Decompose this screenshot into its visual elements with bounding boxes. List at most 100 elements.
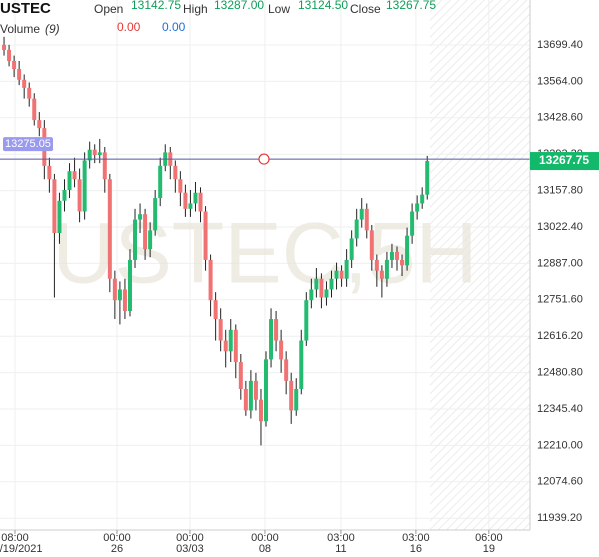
candle-body (243, 388, 248, 411)
close-value: 13267.75 (386, 0, 436, 12)
candle-body (87, 149, 92, 161)
volume-period: (9) (45, 22, 60, 36)
candle-body (344, 259, 349, 279)
candle-body (67, 171, 72, 191)
candle-body (138, 214, 143, 220)
candle-body (198, 192, 203, 212)
candle-body (193, 192, 198, 204)
axes: 13699.4013564.0013428.6013293.2013157.80… (0, 39, 599, 555)
x-tick-label: 19 (483, 543, 495, 555)
x-tick-label: 08:00 (1, 532, 29, 544)
y-tick-label: 13022.40 (537, 221, 583, 233)
candle-body (188, 203, 193, 209)
x-tick-label: 03:00 (327, 532, 355, 544)
candle-body (334, 270, 339, 279)
last-price-bg (530, 152, 599, 171)
candle-body (127, 259, 132, 311)
y-tick-label: 12210.00 (537, 439, 583, 451)
candle-body (2, 44, 7, 50)
candle-body (364, 208, 369, 231)
candle-body (158, 165, 163, 199)
candle-body (32, 98, 37, 121)
y-tick-label: 13157.80 (537, 185, 583, 197)
x-tick-label: 03/03 (176, 543, 204, 555)
x-tick-label: 00:00 (251, 532, 279, 544)
x-tick-label: 06:00 (475, 532, 503, 544)
candle-body (117, 289, 122, 301)
candle-body (27, 87, 32, 99)
x-tick-label: 26 (111, 543, 123, 555)
open-value: 13142.75 (131, 0, 181, 12)
candle-body (309, 289, 314, 301)
candle-body (213, 300, 218, 320)
volume-label: Volume (0, 22, 40, 36)
candle-body (359, 208, 364, 220)
candle-body (218, 319, 223, 341)
candle-body (183, 192, 188, 209)
candle-body (47, 165, 52, 180)
candle-body (102, 152, 107, 180)
y-tick-label: 12616.20 (537, 330, 583, 342)
candle-body (349, 238, 354, 260)
x-tick-label: 03:00 (402, 532, 430, 544)
candle-body (92, 149, 97, 156)
y-tick-label: 12887.00 (537, 257, 583, 269)
candle-body (410, 211, 415, 236)
candle-body (72, 171, 77, 180)
candle-body (208, 259, 213, 301)
candle-body (264, 359, 269, 422)
candle-body (394, 251, 399, 260)
candle-body (314, 278, 319, 290)
candle-body (148, 230, 153, 250)
candle-body (77, 179, 82, 212)
header: USTEC Open 13142.75 High 13287.00 Low 13… (0, 0, 436, 36)
candle-body (97, 152, 102, 156)
high-value: 13287.00 (214, 0, 264, 12)
x-tick-label: 02/19/2021 (0, 543, 43, 555)
volume-value: 0.00 (117, 20, 141, 34)
candle-body (7, 49, 12, 61)
candle-body (112, 278, 117, 301)
y-tick-label: 13564.00 (537, 75, 583, 87)
x-tick-label: 08 (259, 543, 271, 555)
candle-body (82, 160, 87, 212)
candle-body (299, 340, 304, 389)
candle-body (122, 289, 127, 311)
last-price-label: 13267.75 (539, 153, 589, 167)
symbol: USTEC (0, 0, 51, 17)
y-tick-label: 12480.80 (537, 367, 583, 379)
candle-body (238, 362, 243, 389)
x-tick-label: 11 (335, 543, 346, 555)
low-value: 13124.50 (298, 0, 348, 12)
candle-body (354, 219, 359, 239)
candle-body (369, 230, 374, 260)
candle-body (274, 319, 279, 341)
high-label: High (183, 2, 208, 16)
y-tick-label: 11939.20 (537, 512, 582, 524)
candle-body (384, 259, 389, 279)
open-label: Open (94, 2, 123, 16)
candle-body (223, 340, 228, 352)
plot: 13275.05 (0, 36, 530, 446)
x-tick-label: 16 (410, 543, 422, 555)
candle-body (258, 399, 263, 422)
candle-body (228, 329, 233, 352)
candle-body (294, 388, 299, 411)
candle-body (248, 380, 253, 411)
candle-body (289, 380, 294, 411)
candle-body (319, 278, 324, 298)
x-tick-label: 00:00 (103, 532, 131, 544)
candle-body (233, 329, 238, 363)
candle-body (203, 211, 208, 260)
candle-body (17, 69, 22, 80)
candle-body (339, 270, 344, 279)
candle-body (279, 340, 284, 360)
candle-body (379, 270, 384, 279)
y-tick-label: 12345.40 (537, 403, 583, 415)
line-handle (258, 153, 270, 165)
candle-body (425, 161, 430, 195)
candle-body (52, 179, 57, 234)
y-tick-label: 13428.60 (537, 112, 583, 124)
future-area (430, 0, 530, 530)
